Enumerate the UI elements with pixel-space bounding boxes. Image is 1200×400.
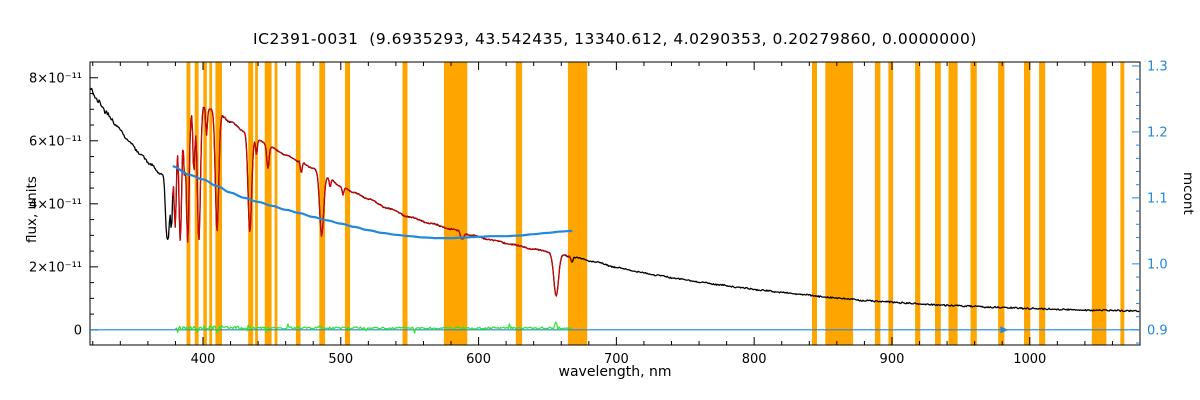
y-left-tick-label: 0 bbox=[74, 323, 82, 338]
masked-region-band bbox=[402, 62, 408, 345]
masked-region-band bbox=[948, 62, 958, 345]
masked-region-band bbox=[515, 62, 523, 345]
x-tick-label: 700 bbox=[604, 352, 629, 367]
y-left-tick-label: 6×10⁻¹¹ bbox=[29, 134, 82, 149]
masked-region-band bbox=[935, 62, 941, 345]
masked-region-band bbox=[825, 62, 854, 345]
masked-region-band bbox=[209, 62, 213, 345]
x-tick-label: 900 bbox=[880, 352, 905, 367]
masked-region-band bbox=[344, 62, 351, 345]
masked-region-band bbox=[443, 62, 468, 345]
y-right-tick-label: 1.1 bbox=[1147, 191, 1168, 206]
plot-title: IC2391-0031 (9.6935293, 43.542435, 13340… bbox=[253, 30, 977, 48]
x-tick-label: 600 bbox=[466, 352, 491, 367]
axes bbox=[89, 61, 1141, 346]
x-tick-label: 400 bbox=[191, 352, 216, 367]
x-tick-label: 800 bbox=[742, 352, 767, 367]
masked-regions bbox=[186, 62, 1125, 345]
observed-spectrum-series bbox=[89, 87, 1140, 313]
masked-region-band bbox=[1120, 62, 1125, 345]
masked-region-band bbox=[1091, 62, 1107, 345]
y-left-tick-label: 2×10⁻¹¹ bbox=[29, 260, 82, 275]
y-right-tick-label: 1.0 bbox=[1147, 257, 1168, 272]
masked-region-band bbox=[319, 62, 326, 345]
y-left-tick-label: 8×10⁻¹¹ bbox=[29, 71, 82, 86]
y-axis-right-label: mcont bbox=[1180, 172, 1196, 215]
x-tick-label: 1000 bbox=[1013, 352, 1046, 367]
residual-series bbox=[175, 321, 573, 334]
masked-region-band bbox=[812, 62, 817, 345]
y-left-tick-label: 4×10⁻¹¹ bbox=[29, 197, 82, 212]
y-right-tick-label: 1.3 bbox=[1147, 59, 1168, 74]
y-axis-left-label: flux, units bbox=[24, 176, 40, 243]
masked-region-band bbox=[255, 62, 258, 345]
model-fit-series bbox=[172, 107, 573, 297]
baseline-marker-icon bbox=[1000, 326, 1009, 334]
masked-region-band bbox=[1024, 62, 1031, 345]
masked-region-band bbox=[970, 62, 977, 345]
masked-region-band bbox=[888, 62, 894, 345]
masked-region-band bbox=[915, 62, 921, 345]
masked-region-band bbox=[194, 62, 199, 345]
masked-region-band bbox=[274, 62, 278, 345]
y-right-tick-label: 0.9 bbox=[1147, 323, 1168, 338]
masked-region-band bbox=[264, 62, 272, 345]
y-right-tick-label: 1.2 bbox=[1147, 125, 1168, 140]
masked-region-band bbox=[998, 62, 1005, 345]
x-tick-label: 500 bbox=[328, 352, 353, 367]
masked-region-band bbox=[567, 62, 588, 345]
x-axis-label: wavelength, nm bbox=[558, 364, 672, 380]
masked-region-band bbox=[203, 62, 207, 345]
mcont-series bbox=[172, 165, 573, 240]
masked-region-band bbox=[874, 62, 881, 345]
masked-region-band bbox=[1039, 62, 1046, 345]
masked-region-band bbox=[295, 62, 301, 345]
